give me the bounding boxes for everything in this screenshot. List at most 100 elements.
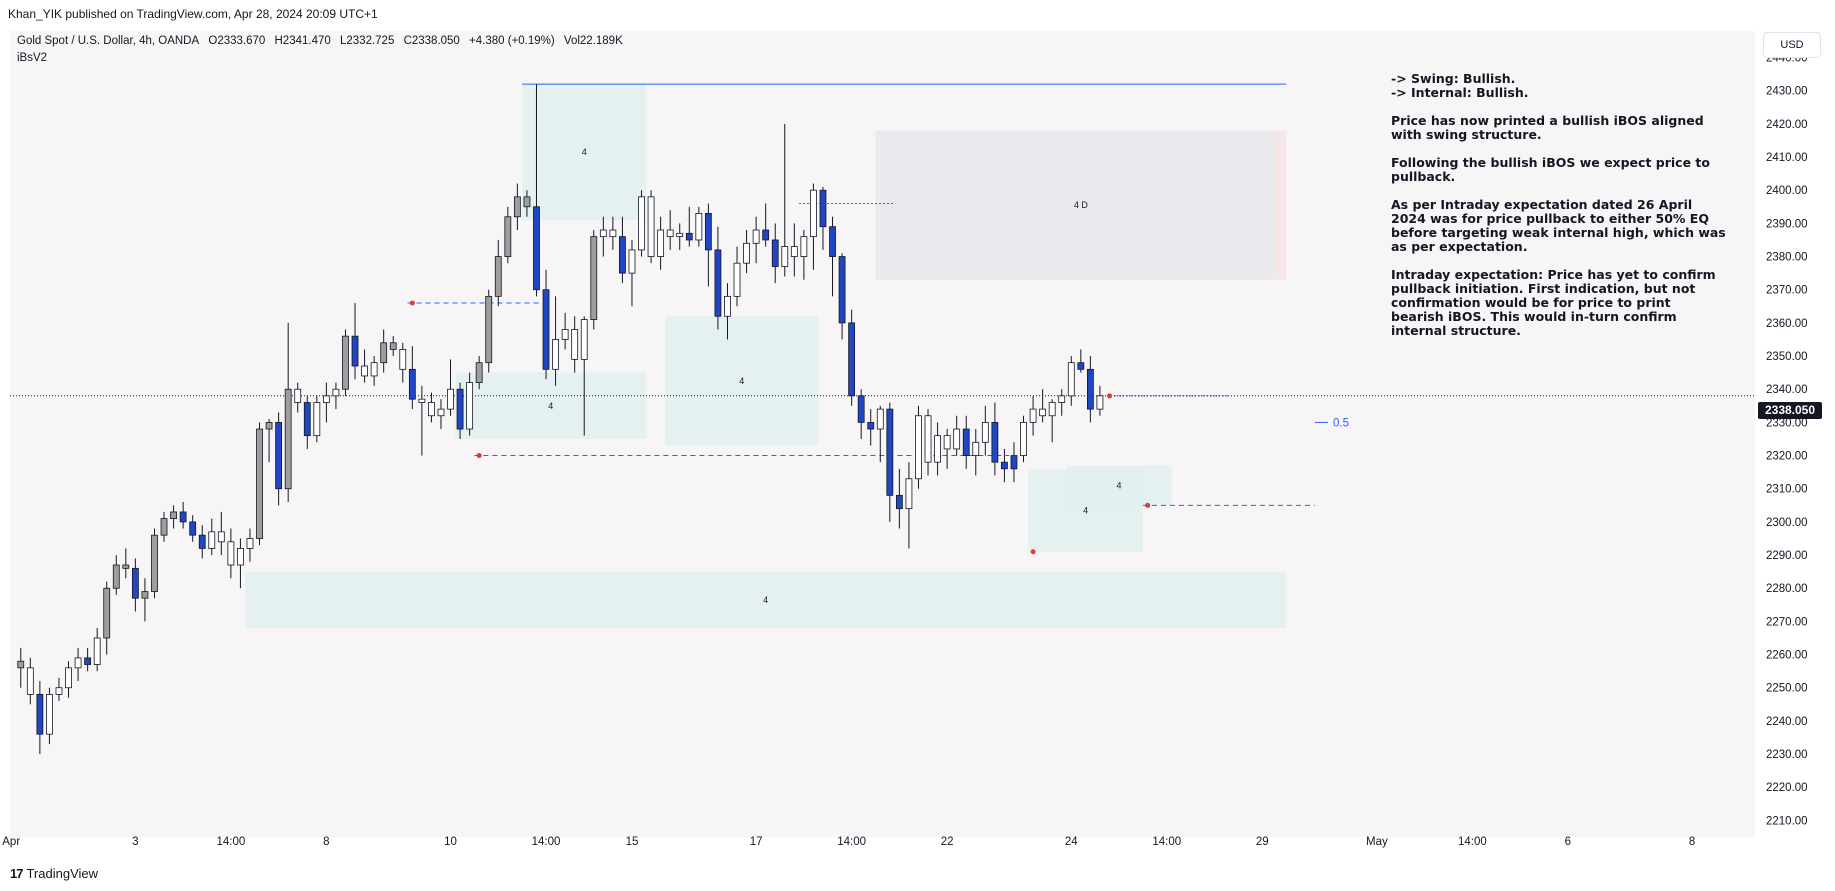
- y-axis-tick-label: 2220.00: [1766, 782, 1808, 794]
- candle-body: [93, 637, 101, 665]
- tradingview-logo-icon: 17: [10, 866, 24, 881]
- candle-body: [695, 213, 703, 241]
- candle-body: [17, 660, 25, 669]
- demand-zone: [522, 84, 647, 221]
- candle-body: [676, 232, 684, 238]
- commentary-paragraph-1: Price has now printed a bullish iBOS ali…: [1391, 113, 1704, 142]
- candle-body: [361, 365, 368, 377]
- candle-body: [609, 229, 617, 238]
- swing-point-marker: [476, 453, 482, 459]
- candle-body: [303, 402, 311, 437]
- supply-zone-edge: [1276, 130, 1287, 280]
- y-axis-tick-label: 2250.00: [1766, 683, 1808, 695]
- candle-body: [571, 329, 579, 360]
- zone-label: 4: [548, 401, 553, 411]
- demand-zone: [1066, 465, 1172, 506]
- candle-body: [1048, 402, 1056, 417]
- candle-body: [389, 342, 397, 350]
- currency-button[interactable]: USD: [1763, 32, 1821, 58]
- x-axis-tick-label: 3: [132, 836, 138, 848]
- candle-body: [237, 548, 244, 566]
- candle-body: [284, 388, 292, 490]
- candle-body: [351, 335, 359, 367]
- candle-body: [829, 226, 836, 257]
- candle-body: [819, 189, 827, 228]
- chart-legend: Gold Spot / U.S. Dollar, 4h, OANDA O2333…: [17, 35, 629, 47]
- indicator-label[interactable]: iBsV2: [17, 52, 48, 64]
- candle-body: [189, 521, 197, 536]
- candle-body: [112, 564, 120, 589]
- candle-body: [151, 534, 158, 592]
- candle-body: [1077, 362, 1085, 370]
- candle-body: [36, 693, 44, 735]
- candle-body: [972, 441, 980, 456]
- candle-body: [313, 402, 321, 437]
- candle-body: [428, 402, 435, 417]
- candle-body: [838, 256, 846, 324]
- y-axis-tick-label: 2400.00: [1766, 185, 1808, 197]
- y-axis-tick-label: 2300.00: [1766, 517, 1808, 529]
- top-bar: Khan_YIK published on TradingView.com, A…: [0, 0, 1835, 28]
- candle-body: [246, 538, 254, 549]
- candle-body: [943, 435, 951, 450]
- candle-body: [704, 213, 712, 251]
- candle-body: [590, 236, 598, 320]
- candle-body: [800, 236, 808, 257]
- candle-body: [724, 295, 731, 317]
- candle-body: [533, 206, 540, 291]
- candle-body: [781, 246, 789, 267]
- analysis-commentary: -> Swing: Bullish. -> Internal: Bullish.…: [1391, 72, 1726, 352]
- candle-body: [962, 428, 970, 456]
- y-axis-tick-label: 2430.00: [1766, 86, 1808, 98]
- y-axis-tick-label: 2280.00: [1766, 583, 1808, 595]
- candle-body: [275, 421, 283, 490]
- candle-body: [1067, 362, 1075, 397]
- demand-zone: [245, 571, 1287, 629]
- candle-body: [638, 196, 645, 251]
- x-axis-tick-label: 6: [1565, 836, 1571, 848]
- candle-body: [752, 229, 760, 244]
- candle-body: [208, 531, 216, 549]
- candle-body: [647, 196, 655, 257]
- x-axis-tick-label: 14:00: [532, 836, 561, 848]
- candle-body: [714, 249, 722, 317]
- candle-body: [408, 368, 416, 400]
- candle-body: [265, 421, 273, 430]
- swing-bias: -> Swing: Bullish.: [1391, 71, 1516, 86]
- candle-body: [256, 428, 263, 539]
- candle-body: [790, 246, 798, 257]
- footer-brand[interactable]: 17 TradingView: [10, 866, 98, 881]
- candle-body: [733, 262, 741, 297]
- candle-body: [179, 511, 187, 523]
- candle-body: [332, 388, 340, 397]
- candle-body: [599, 229, 607, 238]
- demand-zone: [665, 316, 819, 446]
- candle-body: [437, 408, 445, 417]
- y-axis-tick-label: 2290.00: [1766, 550, 1808, 562]
- candle-body: [542, 289, 550, 370]
- candle-body: [895, 494, 903, 510]
- y-axis-tick-label: 2410.00: [1766, 152, 1808, 164]
- demand-zone: [455, 372, 647, 439]
- candle-body: [857, 395, 865, 423]
- y-axis-tick-label: 2340.00: [1766, 384, 1808, 396]
- x-axis-tick-label: 14:00: [1152, 836, 1181, 848]
- candle-body: [342, 335, 349, 390]
- y-axis-tick-label: 2330.00: [1766, 417, 1808, 429]
- candle-body: [743, 242, 750, 264]
- candle-body: [217, 531, 225, 543]
- footer-brand-text: TradingView: [26, 866, 99, 881]
- candle-body: [227, 541, 235, 566]
- candle-body: [447, 388, 454, 410]
- legend-symbol: Gold Spot / U.S. Dollar, 4h, OANDA: [17, 35, 200, 47]
- candle-body: [981, 421, 989, 443]
- candle-body: [876, 408, 884, 430]
- candle-body: [580, 319, 588, 360]
- candle-body: [886, 408, 894, 496]
- supply-zone: [875, 130, 1287, 280]
- swing-point-marker: [1106, 393, 1112, 399]
- candle-body: [657, 229, 665, 257]
- swing-point-marker: [1145, 502, 1151, 508]
- candle-body: [46, 693, 53, 735]
